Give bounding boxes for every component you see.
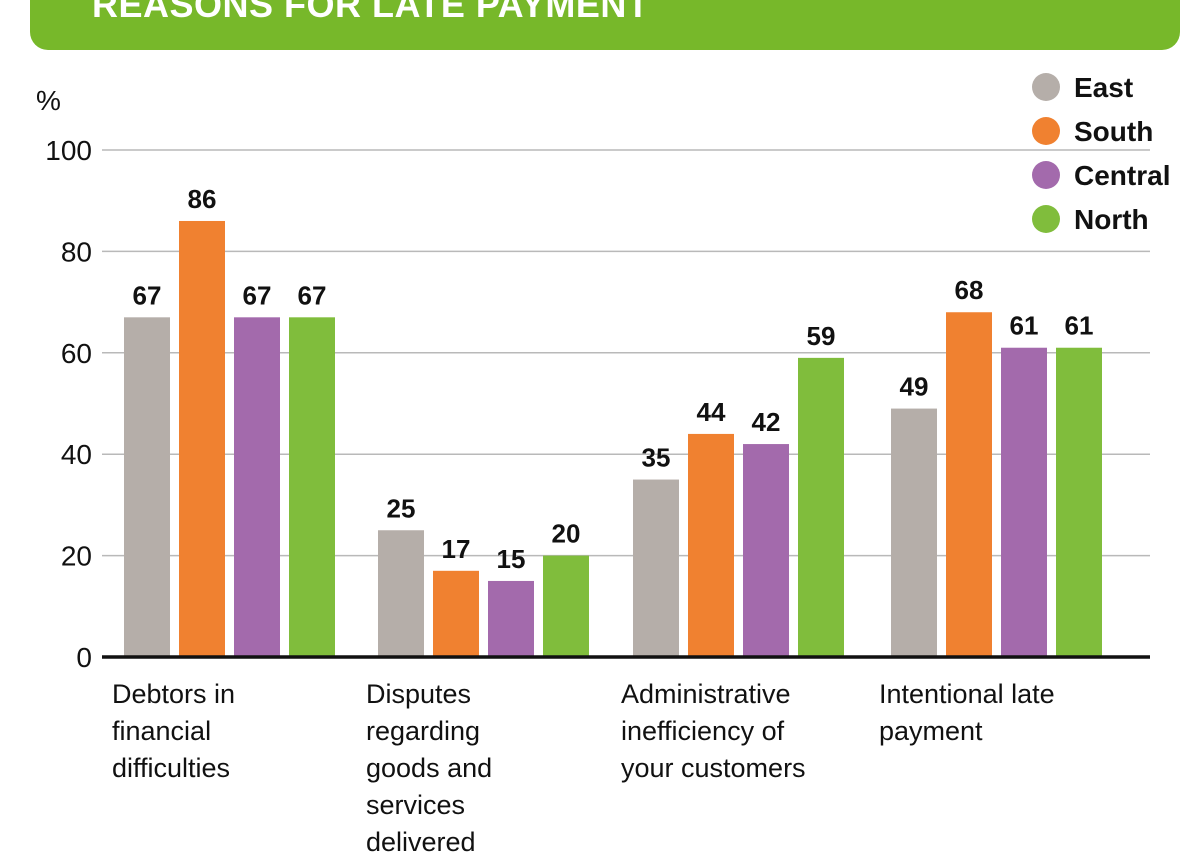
value-label-south-2: 17 xyxy=(442,534,471,564)
value-label-south-4: 68 xyxy=(955,275,984,305)
bar-south-4 xyxy=(946,312,992,657)
value-label-east-3: 35 xyxy=(642,443,671,473)
chart-title: REASONS FOR LATE PAYMENT xyxy=(92,0,650,25)
legend-swatch-central xyxy=(1032,161,1060,189)
category-label-3: Administrative inefficiency of your custom… xyxy=(621,679,806,783)
y-tick-label: 0 xyxy=(76,642,92,673)
value-labels: 67 25 35 49 86 17 44 68 67 15 42 61 67 20 59 61 xyxy=(133,184,1094,574)
category-label-4: Intentional late payment xyxy=(879,679,1055,746)
bar-south-2 xyxy=(433,570,479,657)
bar-north-1 xyxy=(289,317,335,657)
value-label-central-1: 67 xyxy=(243,280,272,310)
bar-east-4 xyxy=(891,408,937,657)
bar-south-3 xyxy=(688,433,734,657)
value-label-north-4: 61 xyxy=(1065,311,1094,341)
bar-east-3 xyxy=(633,479,679,657)
bars xyxy=(124,220,1102,658)
value-label-east-4: 49 xyxy=(900,372,929,402)
axes: 0 20 40 60 80 100 xyxy=(45,135,1150,673)
bar-central-3 xyxy=(743,444,789,657)
value-label-central-4: 61 xyxy=(1010,311,1039,341)
legend-swatch-north xyxy=(1032,205,1060,233)
bar-north-4 xyxy=(1056,347,1102,657)
legend-label-east: East xyxy=(1074,72,1133,103)
bar-north-2 xyxy=(543,555,589,657)
category-label-1: Debtors in financial difficulties xyxy=(112,679,235,783)
legend-label-central: Central xyxy=(1074,160,1170,191)
value-label-north-3: 59 xyxy=(807,321,836,351)
bar-central-4 xyxy=(1001,347,1047,657)
legend: East South Central North xyxy=(1032,72,1170,235)
y-axis-unit-label: % xyxy=(36,85,61,116)
value-label-south-1: 86 xyxy=(188,184,217,214)
value-label-east-1: 67 xyxy=(133,280,162,310)
y-tick-label: 20 xyxy=(61,541,92,572)
value-label-south-3: 44 xyxy=(697,397,726,427)
bar-north-3 xyxy=(798,357,844,657)
value-label-east-2: 25 xyxy=(387,493,416,523)
category-label-2: Disputes regarding goods and services delive… xyxy=(366,679,492,855)
y-tick-label: 60 xyxy=(61,338,92,369)
value-label-central-3: 42 xyxy=(752,407,781,437)
value-label-north-1: 67 xyxy=(298,280,327,310)
legend-swatch-east xyxy=(1032,73,1060,101)
bar-east-2 xyxy=(378,530,424,657)
bar-east-1 xyxy=(124,317,170,657)
y-tick-label: 100 xyxy=(45,135,92,166)
bar-south-1 xyxy=(179,220,225,658)
value-label-central-2: 15 xyxy=(497,544,526,574)
y-tick-label: 40 xyxy=(61,439,92,470)
title-banner: REASONS FOR LATE PAYMENT xyxy=(30,0,1180,50)
legend-label-north: North xyxy=(1074,204,1149,235)
value-label-north-2: 20 xyxy=(552,519,581,549)
bar-central-2 xyxy=(488,580,534,657)
y-tick-label: 80 xyxy=(61,236,92,267)
bar-central-1 xyxy=(234,317,280,657)
legend-label-south: South xyxy=(1074,116,1153,147)
category-labels: Debtors in financial difficulties Disputes r… xyxy=(112,679,1055,855)
legend-swatch-south xyxy=(1032,117,1060,145)
